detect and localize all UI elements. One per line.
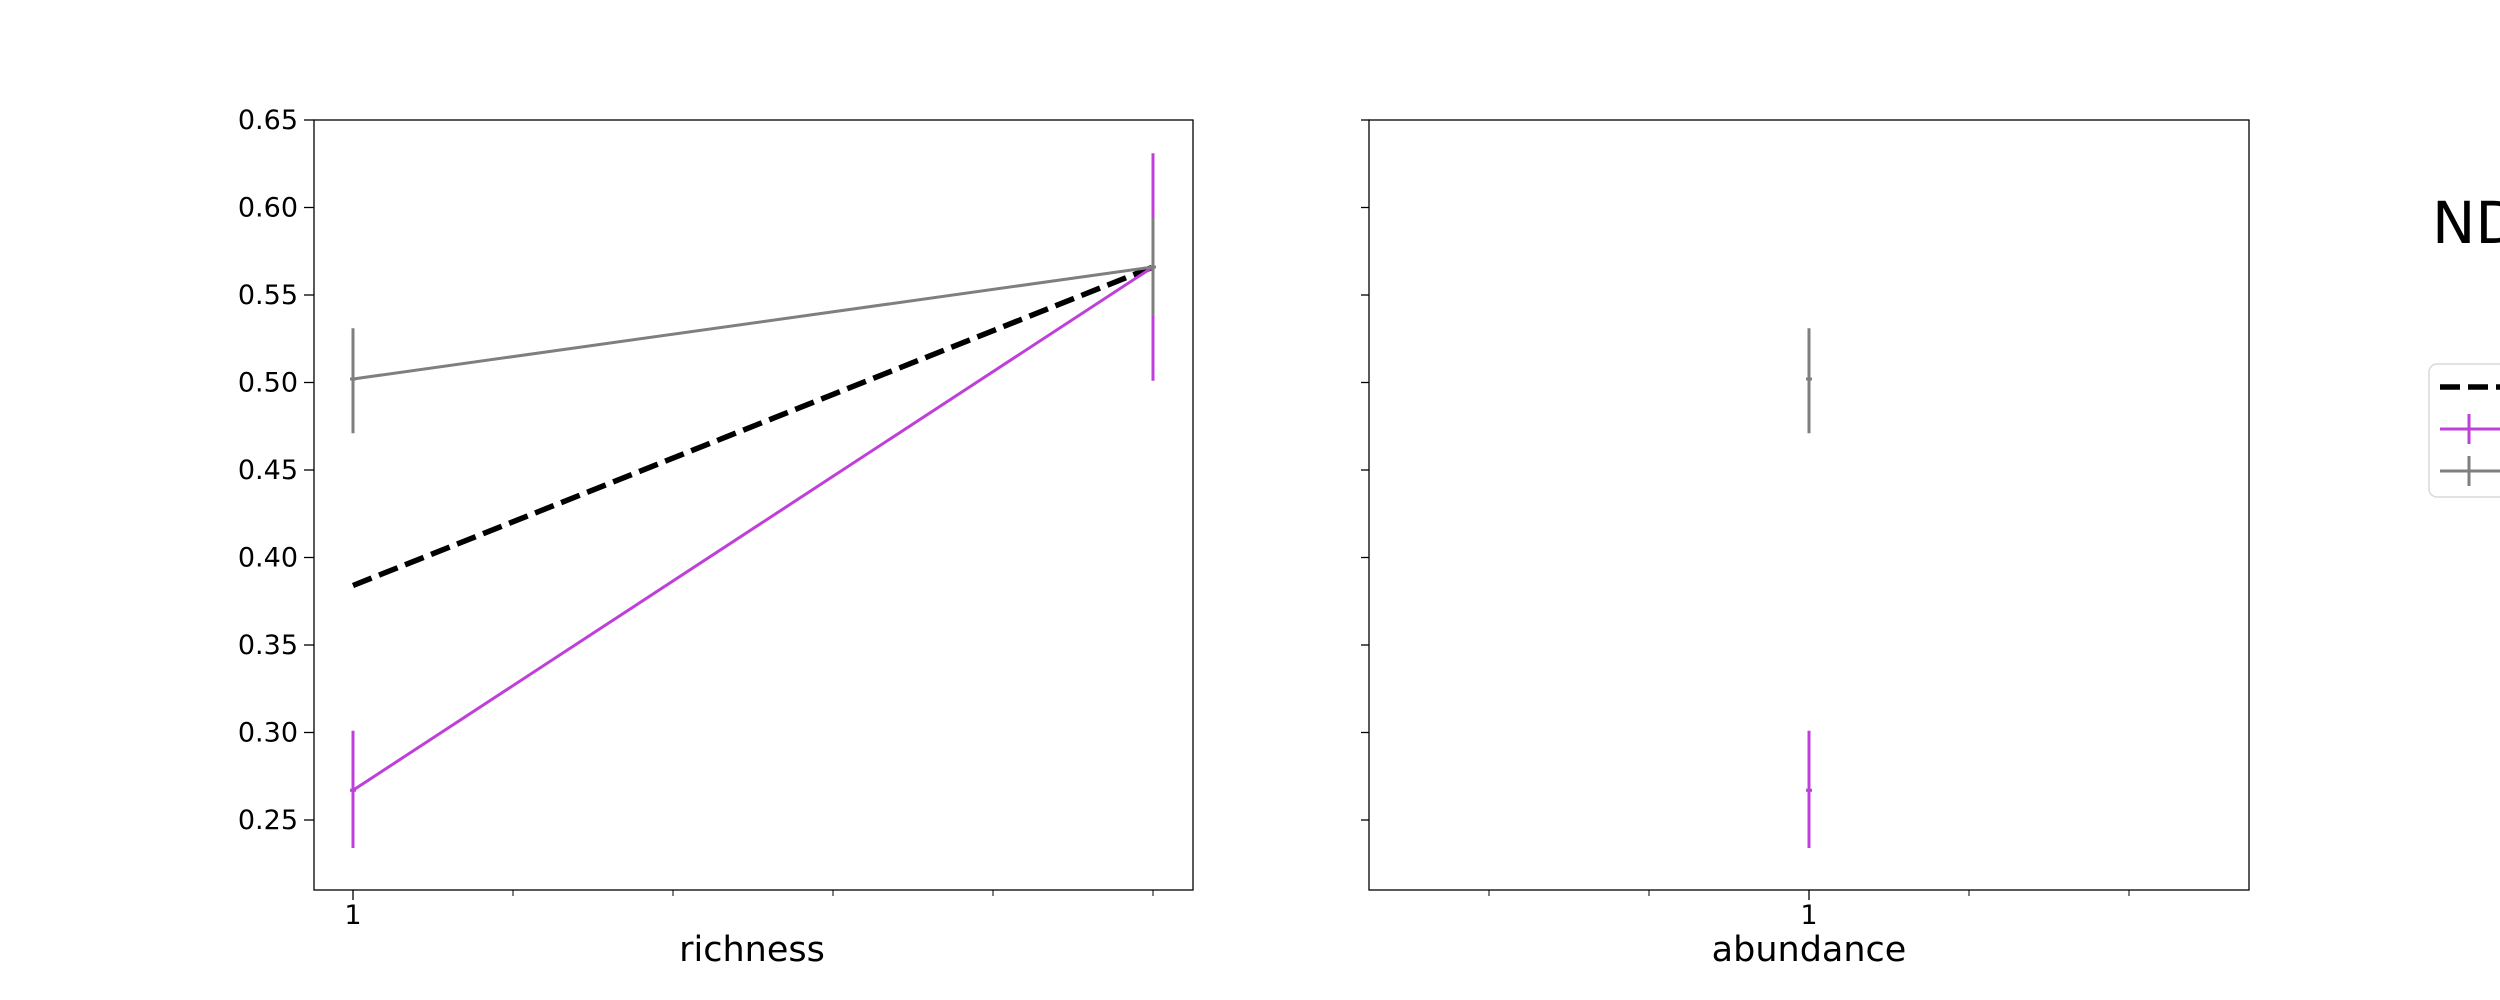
richness-axes-frame: [313, 119, 1194, 891]
richness-plot-area: [350, 153, 1156, 848]
richness-ticks: 0.25 0.30 0.35 0.40 0.45 0.50 0.55 0.60 0.65 1: [238, 105, 1154, 931]
series-line: [352, 265, 1154, 792]
y-tick-label: 0.40: [238, 543, 298, 574]
series-line: [352, 265, 1154, 381]
dashed-mean-line: [351, 264, 1155, 589]
y-tick-label: 0.25: [238, 805, 298, 836]
y-tick-label: 0.35: [238, 630, 298, 661]
x-tick-label: 1: [344, 900, 361, 931]
richness-panel: 0.25 0.30 0.35 0.40 0.45 0.50 0.55 0.60 0.65 1 ri…: [238, 105, 1194, 970]
x-tick-label: 1: [1800, 900, 1817, 931]
legend-title: ND: [2432, 189, 2500, 257]
y-tick-label: 0.55: [238, 280, 298, 311]
abundance-ticks: 1: [1361, 119, 2130, 931]
y-tick-label: 0.65: [238, 105, 298, 136]
legend: ND: [2428, 189, 2500, 498]
legend-entries: [2440, 384, 2500, 486]
abundance-plot-area: [1806, 328, 1812, 848]
y-tick-label: 0.60: [238, 193, 298, 224]
y-tick-label: 0.50: [238, 368, 298, 399]
abundance-panel: 1 abundance: [1361, 119, 2250, 970]
y-tick-label: 0.45: [238, 455, 298, 486]
abundance-x-axis-label: abundance: [1712, 930, 1907, 970]
y-tick-label: 0.30: [238, 718, 298, 749]
richness-x-axis-label: richness: [679, 930, 825, 970]
